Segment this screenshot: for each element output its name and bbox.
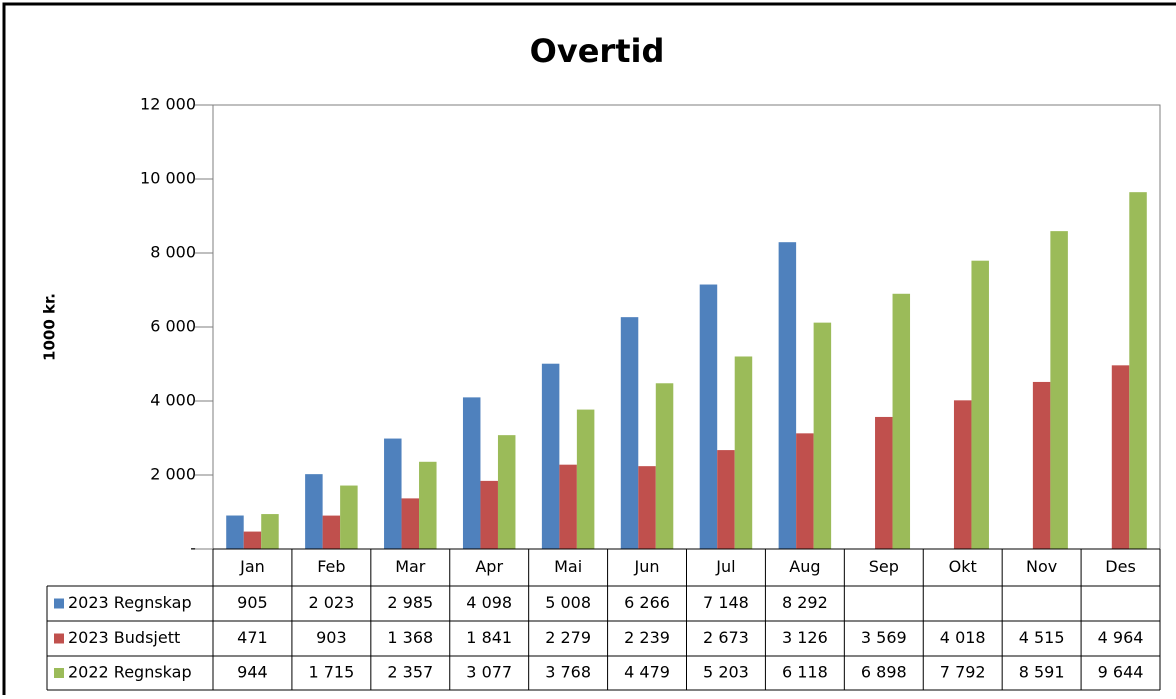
bar <box>1050 231 1068 549</box>
y-tick-label: 2 000 <box>150 465 196 484</box>
legend-swatch <box>54 598 64 609</box>
legend-swatch <box>54 633 64 644</box>
legend-label: 2022 Regnskap <box>68 663 192 682</box>
table-cell: 1 715 <box>308 663 354 682</box>
bar <box>541 363 560 549</box>
y-tick-label: - <box>190 539 196 558</box>
table-cell: 3 768 <box>545 663 591 682</box>
table-cell: 2 023 <box>308 593 354 612</box>
legend-swatch <box>54 668 64 678</box>
x-tick-label: Mai <box>554 557 582 576</box>
bar <box>322 515 341 549</box>
bar <box>892 293 911 549</box>
table-cell: 5 008 <box>545 593 591 612</box>
table-cell: 3 077 <box>466 663 512 682</box>
x-tick-label: Nov <box>1026 557 1057 576</box>
y-tick-label: 8 000 <box>150 243 196 262</box>
table-cell: 2 239 <box>624 628 670 647</box>
table-cell: 4 098 <box>466 593 512 612</box>
table-cell: 3 569 <box>861 628 907 647</box>
chart-title: Overtid <box>530 32 665 70</box>
bar <box>796 433 814 549</box>
bar <box>243 531 262 549</box>
bar <box>305 474 323 549</box>
bar <box>699 284 718 549</box>
plot-area <box>212 104 1161 550</box>
x-tick-label: Aug <box>789 557 820 576</box>
table-cell: 2 279 <box>545 628 591 647</box>
bar <box>401 498 420 549</box>
bar <box>261 514 279 549</box>
y-tick-label: 4 000 <box>150 391 196 410</box>
bar <box>559 464 577 549</box>
bar <box>340 485 358 549</box>
bar <box>734 356 753 549</box>
table-cell: 7 148 <box>703 593 749 612</box>
bar <box>953 400 972 549</box>
bar <box>1129 192 1147 549</box>
table-cell: 944 <box>237 663 268 682</box>
table-cell: 8 292 <box>782 593 828 612</box>
bar <box>1111 365 1130 549</box>
bar <box>384 438 402 549</box>
table-cell: 9 644 <box>1098 663 1144 682</box>
x-tick-label: Feb <box>317 557 345 576</box>
table-cell: 7 792 <box>940 663 986 682</box>
table-cell: 4 018 <box>940 628 986 647</box>
bar <box>778 242 797 550</box>
table-cell: 2 357 <box>387 663 433 682</box>
table-cell: 4 479 <box>624 663 670 682</box>
bar <box>462 397 481 549</box>
y-tick-label: 10 000 <box>140 169 196 188</box>
y-tick-label: 12 000 <box>140 95 196 114</box>
table-cell: 8 591 <box>1019 663 1065 682</box>
table-cell: 1 368 <box>387 628 433 647</box>
x-tick-label: Okt <box>949 557 977 576</box>
bar <box>638 466 656 549</box>
legend-label: 2023 Regnskap <box>68 593 192 612</box>
table-cell: 4 964 <box>1098 628 1144 647</box>
table-cell: 2 673 <box>703 628 749 647</box>
table-cell: 471 <box>237 628 268 647</box>
x-tick-label: Jul <box>715 557 735 576</box>
x-tick-label: Mar <box>395 557 426 576</box>
table-cell: 4 515 <box>1019 628 1065 647</box>
bar <box>971 260 989 549</box>
x-tick-label: Des <box>1105 557 1136 576</box>
bar <box>226 515 244 549</box>
table-cell: 2 985 <box>387 593 433 612</box>
x-tick-label: Jan <box>239 557 265 576</box>
bar <box>1032 381 1051 549</box>
bar <box>576 409 595 549</box>
bar <box>875 416 893 549</box>
bar <box>717 450 735 549</box>
bar <box>655 383 674 549</box>
table-cell: 6 118 <box>782 663 828 682</box>
x-tick-label: Sep <box>869 557 899 576</box>
legend-label: 2023 Budsjett <box>68 628 180 647</box>
bar <box>419 461 437 549</box>
x-tick-label: Jun <box>634 557 660 576</box>
table-cell: 905 <box>237 593 268 612</box>
bar <box>813 322 832 549</box>
table-cell: 5 203 <box>703 663 749 682</box>
table-cell: 903 <box>316 628 347 647</box>
y-axis-label: 1000 kr. <box>41 293 59 361</box>
table-cell: 3 126 <box>782 628 828 647</box>
bar <box>620 317 639 549</box>
table-cell: 6 266 <box>624 593 670 612</box>
bar <box>480 480 498 549</box>
y-tick-label: 6 000 <box>150 317 196 336</box>
x-tick-label: Apr <box>475 557 503 576</box>
table-cell: 6 898 <box>861 663 907 682</box>
table-cell: 1 841 <box>466 628 512 647</box>
bar <box>497 435 516 549</box>
